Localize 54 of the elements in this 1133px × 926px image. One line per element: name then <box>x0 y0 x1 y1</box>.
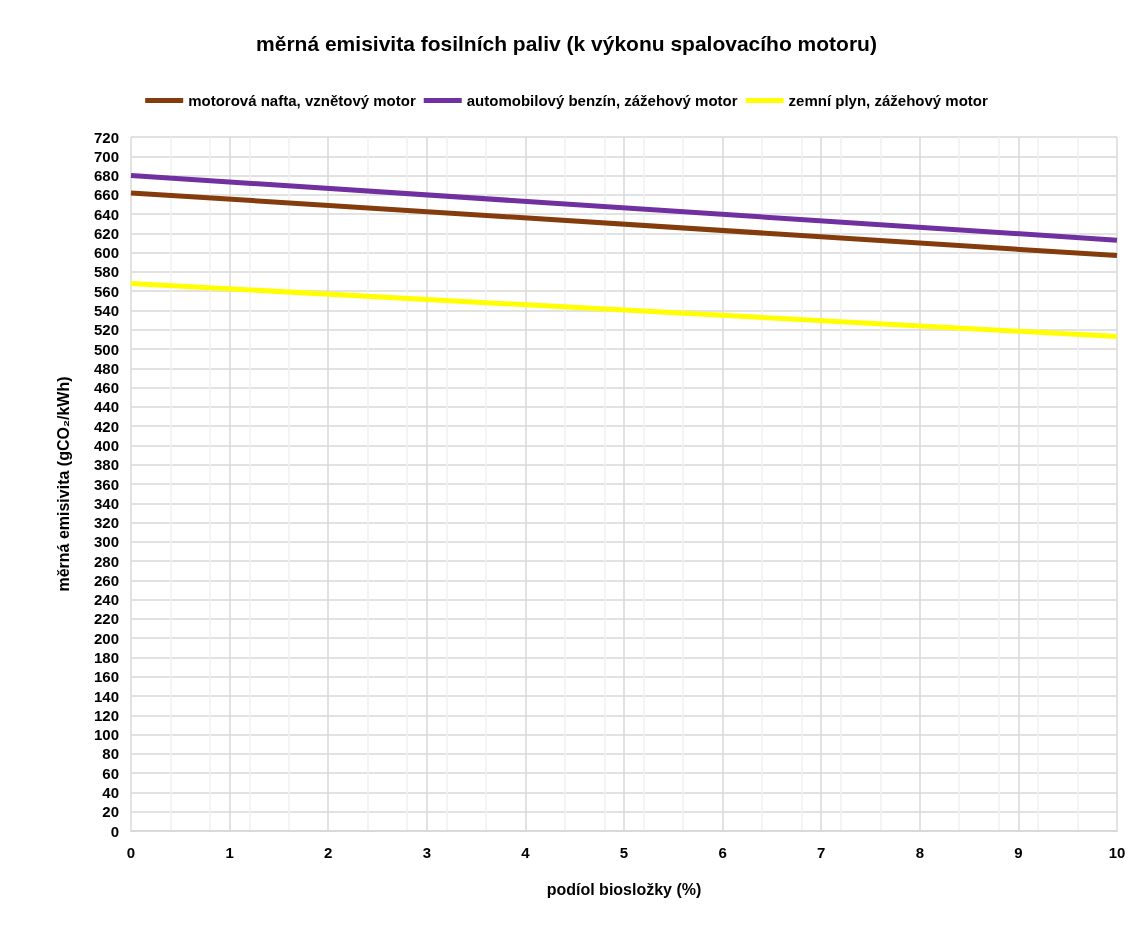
y-tick-label: 720 <box>93 128 119 146</box>
y-tick-label: 580 <box>93 263 119 281</box>
y-tick-label: 20 <box>102 803 119 821</box>
y-tick-label: 400 <box>93 436 119 454</box>
y-tick-label: 380 <box>93 456 119 474</box>
x-tick-label: 1 <box>225 844 234 861</box>
y-tick-label: 240 <box>93 591 119 609</box>
x-tick-label: 6 <box>718 844 727 861</box>
legend-label: motorová nafta, vznětový motor <box>188 92 416 109</box>
y-tick-label: 120 <box>93 706 119 724</box>
legend-label: zemní plyn, zážehový motor <box>788 92 988 109</box>
y-tick-label: 660 <box>93 186 119 204</box>
y-tick-label: 340 <box>93 494 119 512</box>
y-tick-label: 600 <box>93 244 119 262</box>
y-tick-label: 460 <box>93 379 119 397</box>
y-axis-title: měrná emisivita (gCO₂/kWh) <box>54 376 72 592</box>
y-tick-label: 700 <box>93 147 119 165</box>
y-tick-label: 180 <box>93 649 119 666</box>
y-tick-label: 680 <box>93 167 119 185</box>
legend-label: automobilový benzín, zážehový motor <box>466 92 738 109</box>
y-tick-label: 480 <box>93 359 119 377</box>
y-tick-label: 620 <box>93 224 119 242</box>
x-tick-label: 9 <box>1014 844 1023 861</box>
y-tick-label: 520 <box>93 321 119 339</box>
x-tick-label: 8 <box>915 844 924 861</box>
x-tick-label: 0 <box>126 844 136 861</box>
y-tick-label: 440 <box>93 398 119 416</box>
y-tick-label: 60 <box>102 764 119 782</box>
x-axis-title: podíol biosložky (%) <box>546 880 702 898</box>
x-tick-label: 10 <box>1108 844 1126 861</box>
x-tick-label: 4 <box>521 844 531 861</box>
y-tick-label: 40 <box>102 783 119 801</box>
y-tick-label: 140 <box>93 687 119 705</box>
y-tick-label: 160 <box>93 668 119 686</box>
y-tick-label: 200 <box>93 629 119 647</box>
y-tick-label: 540 <box>93 302 119 319</box>
y-tick-label: 360 <box>93 475 119 493</box>
y-tick-label: 640 <box>93 205 119 223</box>
x-tick-label: 2 <box>324 844 333 861</box>
y-tick-label: 320 <box>93 514 119 532</box>
y-tick-label: 420 <box>93 417 119 435</box>
x-tick-label: 3 <box>422 844 431 861</box>
y-tick-label: 500 <box>93 340 119 358</box>
y-tick-label: 220 <box>93 610 119 628</box>
x-tick-label: 7 <box>817 844 826 861</box>
y-tick-label: 280 <box>93 552 119 570</box>
chart-title: měrná emisivita fosilních paliv (k výkonu spalovacího motoru) <box>256 32 877 55</box>
x-tick-label: 5 <box>619 844 629 861</box>
y-tick-label: 260 <box>93 571 119 589</box>
y-tick-label: 560 <box>93 282 119 300</box>
y-tick-label: 300 <box>93 533 119 551</box>
y-tick-label: 0 <box>110 822 119 840</box>
y-tick-label: 80 <box>102 745 119 763</box>
y-tick-label: 100 <box>93 726 119 744</box>
